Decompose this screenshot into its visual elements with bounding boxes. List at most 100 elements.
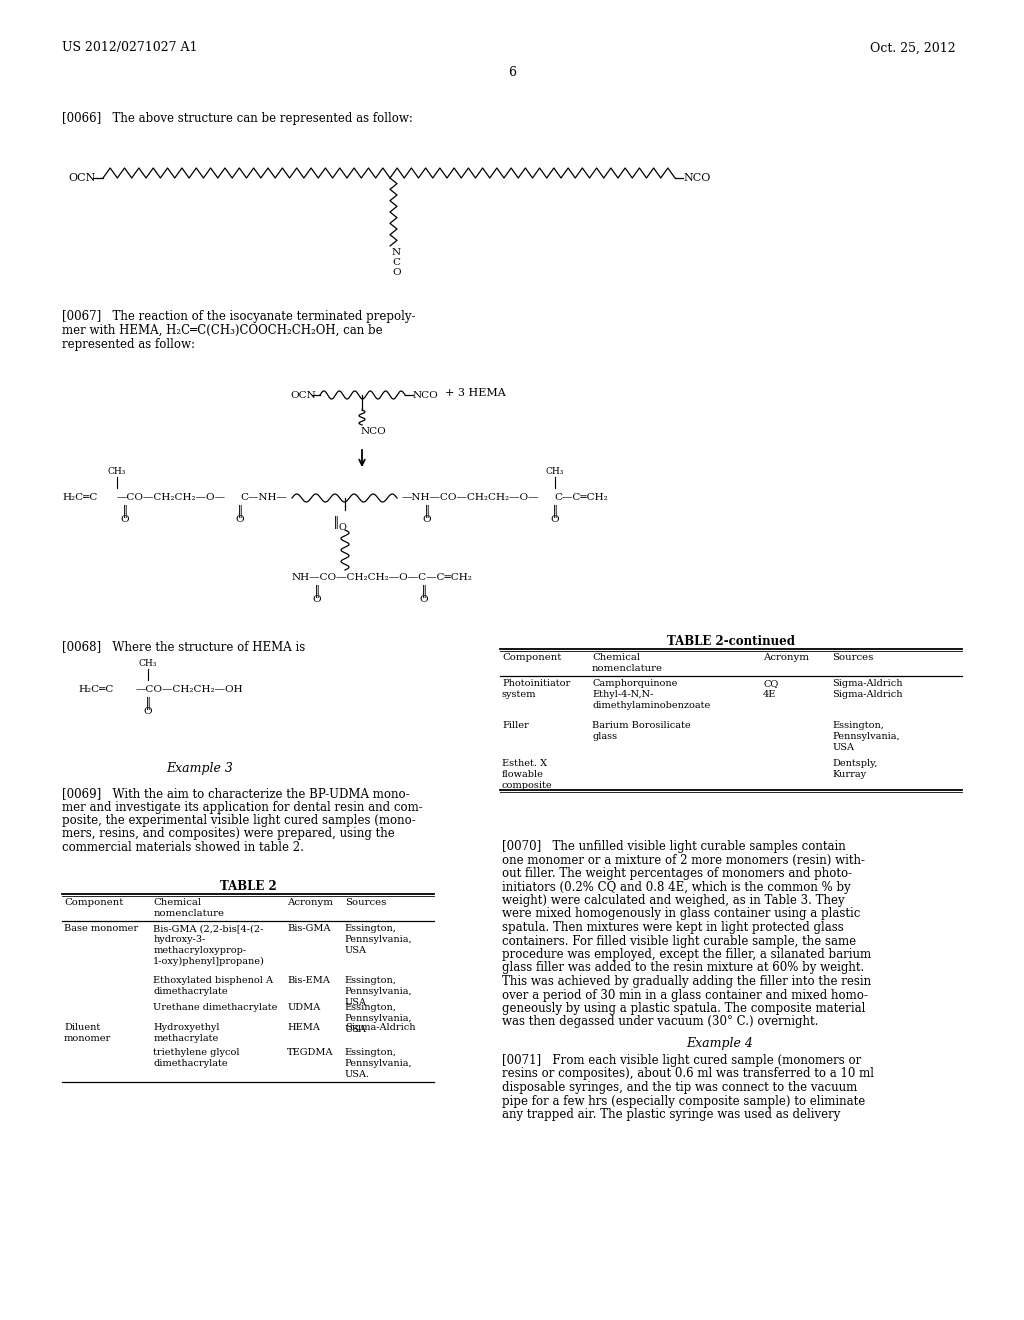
Text: H₂C═C: H₂C═C [78,685,114,694]
Text: —NH—CO—CH₂CH₂—O—: —NH—CO—CH₂CH₂—O— [402,494,540,503]
Text: NCO: NCO [361,426,387,436]
Text: TEGDMA: TEGDMA [287,1048,334,1057]
Text: NCO: NCO [413,391,438,400]
Text: hydroxy-3-: hydroxy-3- [154,935,206,944]
Text: ║: ║ [421,585,427,598]
Text: O: O [551,516,559,524]
Text: Essington,: Essington, [345,1048,396,1057]
Text: —CO—CH₂CH₂—OH: —CO—CH₂CH₂—OH [136,685,244,694]
Text: ║: ║ [237,504,244,517]
Text: nomenclature: nomenclature [154,909,224,917]
Text: was then degassed under vacuum (30° C.) overnight.: was then degassed under vacuum (30° C.) … [502,1015,818,1028]
Text: Hydroxyethyl: Hydroxyethyl [154,1023,220,1032]
Text: O: O [392,268,400,277]
Text: [0067]   The reaction of the isocyanate terminated prepoly-: [0067] The reaction of the isocyanate te… [62,310,416,323]
Text: O: O [420,595,428,605]
Text: Esthet. X: Esthet. X [502,759,547,768]
Text: Essington,: Essington, [345,924,396,933]
Text: flowable: flowable [502,770,544,779]
Text: Acronym: Acronym [287,898,333,907]
Text: containers. For filled visible light curable sample, the same: containers. For filled visible light cur… [502,935,856,948]
Text: 4E: 4E [763,690,776,700]
Text: US 2012/0271027 A1: US 2012/0271027 A1 [62,41,198,54]
Text: Bis-EMA: Bis-EMA [287,975,330,985]
Text: over a period of 30 min in a glass container and mixed homo-: over a period of 30 min in a glass conta… [502,989,868,1002]
Text: UDMA: UDMA [287,1003,321,1012]
Text: monomer: monomer [63,1034,112,1043]
Text: Pennsylvania,: Pennsylvania, [345,1059,413,1068]
Text: Bis-GMA (2,2-bis[4-(2-: Bis-GMA (2,2-bis[4-(2- [154,924,263,933]
Text: Essington,: Essington, [345,1003,396,1012]
Text: Chemical: Chemical [154,898,202,907]
Text: Camphorquinone: Camphorquinone [592,678,678,688]
Text: Pennsylvania,: Pennsylvania, [345,987,413,997]
Text: OCN: OCN [290,391,315,400]
Text: ║: ║ [333,516,339,528]
Text: [0066]   The above structure can be represented as follow:: [0066] The above structure can be repres… [62,112,413,125]
Text: triethylene glycol: triethylene glycol [154,1048,240,1057]
Text: CH₃: CH₃ [546,467,564,477]
Text: Kurray: Kurray [833,770,866,779]
Text: spatula. Then mixtures were kept in light protected glass: spatula. Then mixtures were kept in ligh… [502,921,844,935]
Text: C: C [392,257,400,267]
Text: Sigma-Aldrich: Sigma-Aldrich [833,678,903,688]
Text: N: N [392,248,401,257]
Text: H₂C═C: H₂C═C [62,494,97,503]
Text: CH₃: CH₃ [139,659,158,668]
Text: Oct. 25, 2012: Oct. 25, 2012 [870,41,955,54]
Text: mers, resins, and composites) were prepared, using the: mers, resins, and composites) were prepa… [62,828,394,841]
Text: [0068]   Where the structure of HEMA is: [0068] Where the structure of HEMA is [62,640,305,653]
Text: Barium Borosilicate: Barium Borosilicate [592,721,691,730]
Text: USA: USA [345,1026,367,1034]
Text: composite: composite [502,781,553,789]
Text: were mixed homogenously in glass container using a plastic: were mixed homogenously in glass contain… [502,908,860,920]
Text: ║: ║ [313,585,321,598]
Text: O: O [338,523,346,532]
Text: dimethacrylate: dimethacrylate [154,987,228,997]
Text: OCN: OCN [68,173,95,183]
Text: O: O [423,516,431,524]
Text: —CO—CH₂CH₂—O—: —CO—CH₂CH₂—O— [117,494,226,503]
Text: methacrylate: methacrylate [154,1034,218,1043]
Text: Example 4: Example 4 [686,1038,754,1049]
Text: USA: USA [345,998,367,1007]
Text: Sources: Sources [345,898,386,907]
Text: Component: Component [63,898,123,907]
Text: Diluent: Diluent [63,1023,100,1032]
Text: Acronym: Acronym [763,653,809,663]
Text: Sigma-Aldrich: Sigma-Aldrich [345,1023,416,1032]
Text: NCO: NCO [683,173,711,183]
Text: C—C═CH₂: C—C═CH₂ [554,494,608,503]
Text: Base monomer: Base monomer [63,924,138,933]
Text: USA: USA [833,743,854,752]
Text: Dentsply,: Dentsply, [833,759,878,768]
Text: O: O [121,516,129,524]
Text: dimethylaminobenzoate: dimethylaminobenzoate [592,701,711,710]
Text: Example 3: Example 3 [167,762,233,775]
Text: glass filler was added to the resin mixture at 60% by weight.: glass filler was added to the resin mixt… [502,961,864,974]
Text: Ethyl-4-N,N-: Ethyl-4-N,N- [592,690,653,700]
Text: methacryloxyprop-: methacryloxyprop- [154,946,247,954]
Text: mer and investigate its application for dental resin and com-: mer and investigate its application for … [62,800,423,813]
Text: C—NH—: C—NH— [240,494,287,503]
Text: 6: 6 [508,66,516,78]
Text: dimethacrylate: dimethacrylate [154,1059,228,1068]
Text: initiators (0.2% CQ and 0.8 4E, which is the common % by: initiators (0.2% CQ and 0.8 4E, which is… [502,880,851,894]
Text: NH—CO—CH₂CH₂—O—C—C═CH₂: NH—CO—CH₂CH₂—O—C—C═CH₂ [292,573,473,582]
Text: USA.: USA. [345,1071,370,1078]
Text: Essington,: Essington, [345,975,396,985]
Text: ║: ║ [122,504,128,517]
Text: [0071]   From each visible light cured sample (monomers or: [0071] From each visible light cured sam… [502,1053,861,1067]
Text: nomenclature: nomenclature [592,664,664,673]
Text: Component: Component [502,653,561,663]
Text: O: O [236,516,245,524]
Text: represented as follow:: represented as follow: [62,338,195,351]
Text: procedure was employed, except the filler, a silanated barium: procedure was employed, except the fille… [502,948,871,961]
Text: Essington,: Essington, [833,721,884,730]
Text: Filler: Filler [502,721,528,730]
Text: Sigma-Aldrich: Sigma-Aldrich [833,690,903,700]
Text: Pennsylvania,: Pennsylvania, [833,733,900,741]
Text: system: system [502,690,537,700]
Text: one monomer or a mixture of 2 more monomers (resin) with-: one monomer or a mixture of 2 more monom… [502,854,865,866]
Text: TABLE 2: TABLE 2 [219,880,276,894]
